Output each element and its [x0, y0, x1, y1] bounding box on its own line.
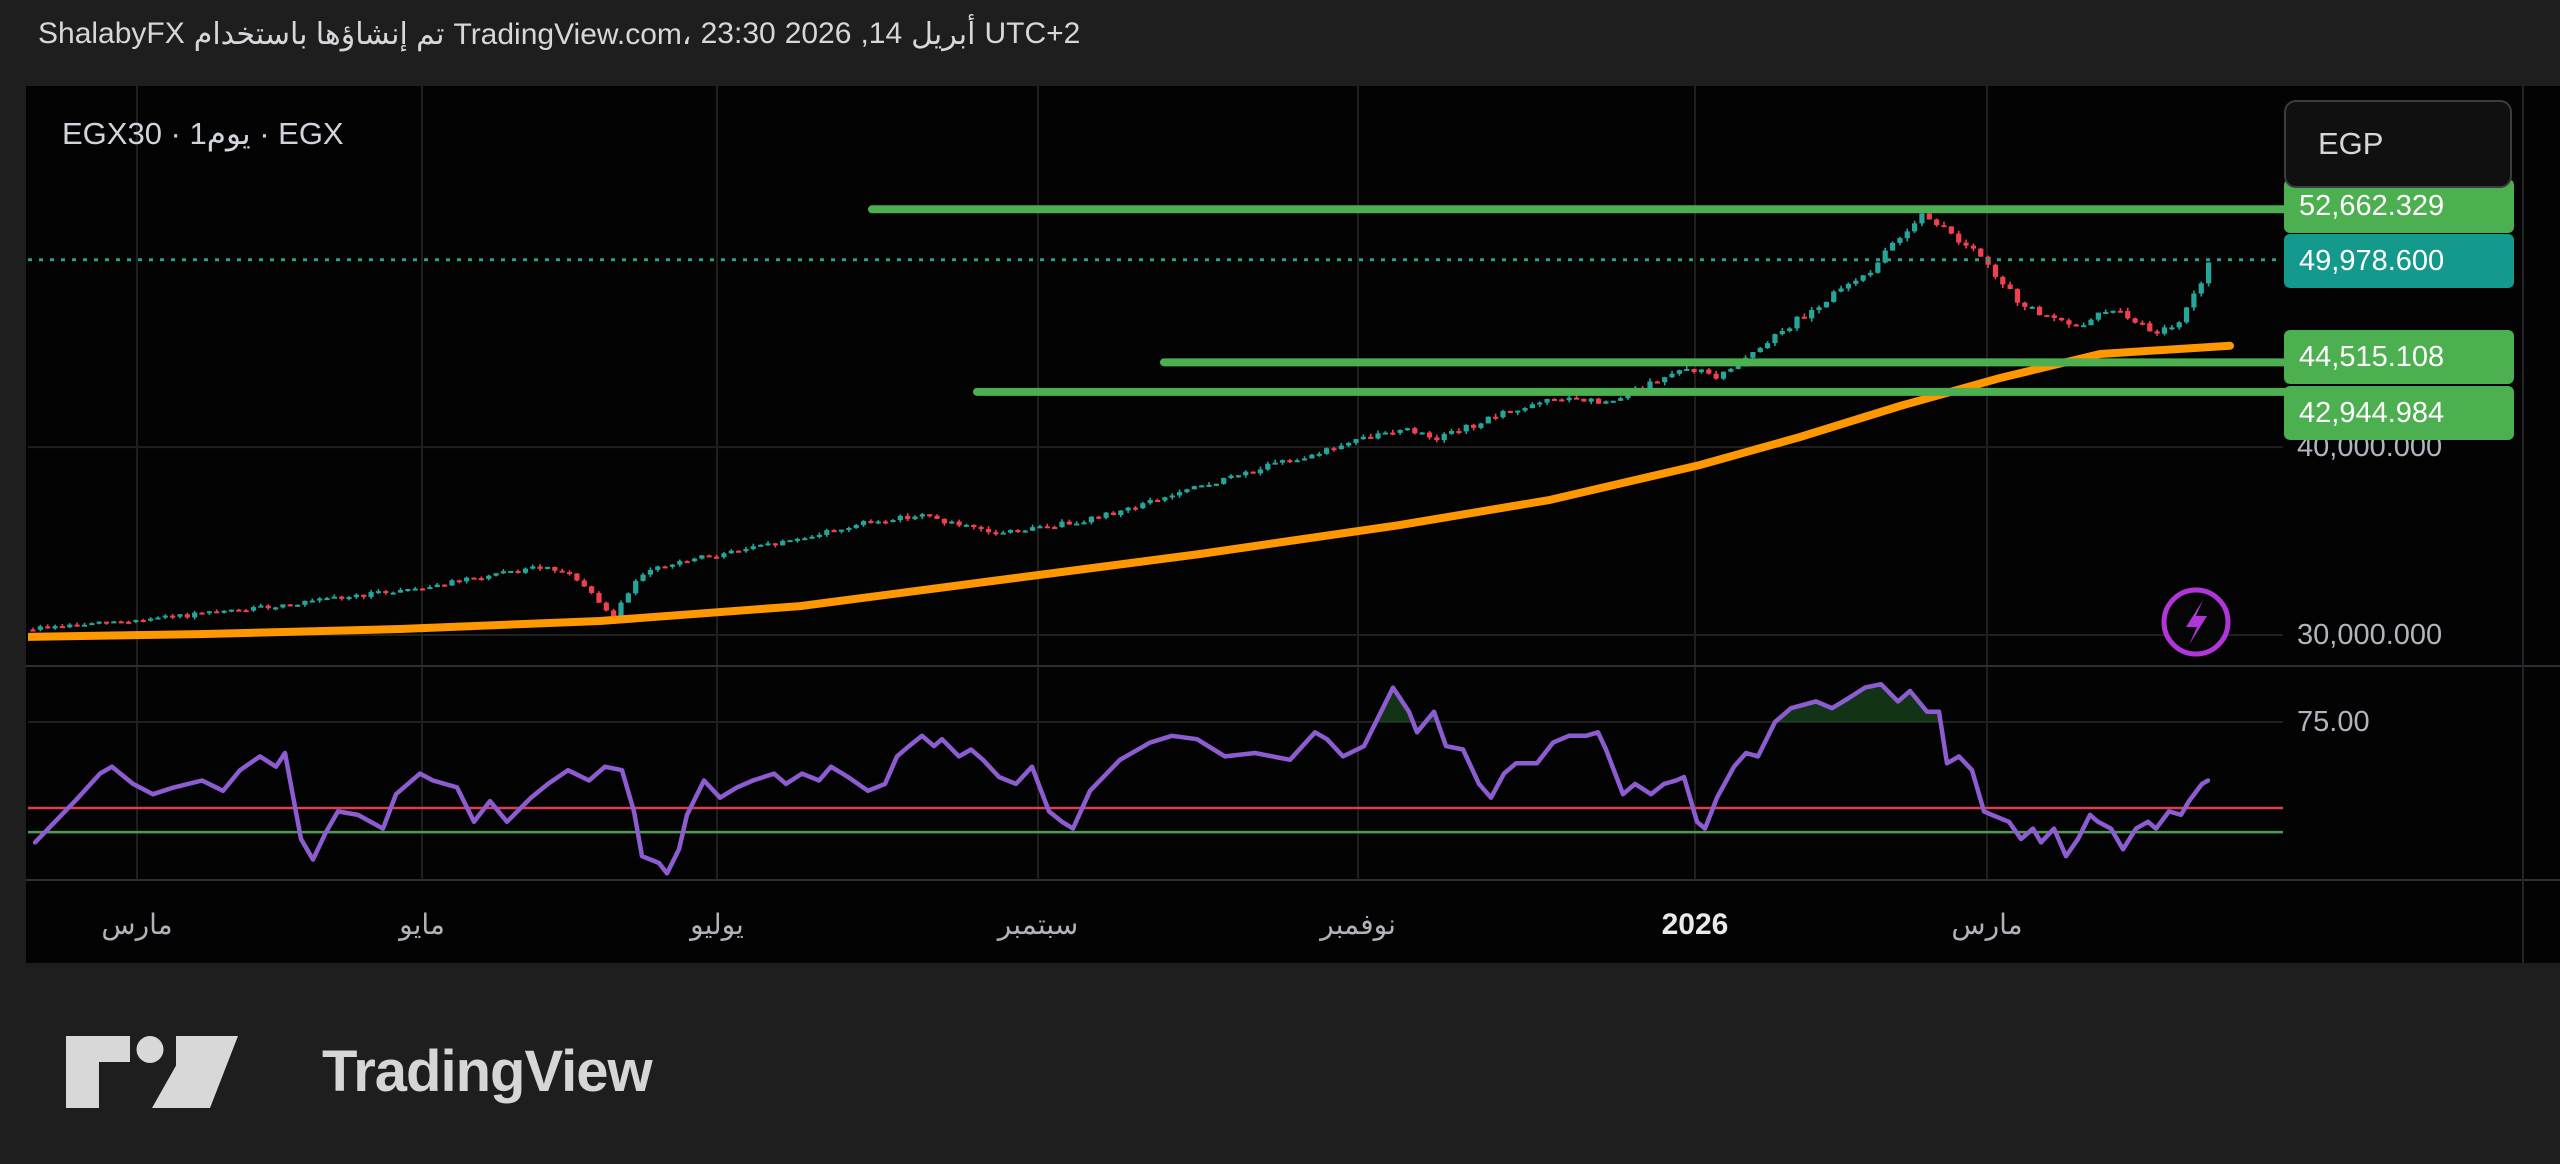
attribution-month-ar: أبريل: [911, 17, 976, 51]
currency-label: EGP: [2318, 126, 2384, 161]
symbol-name: EGX30 · 1: [62, 116, 207, 151]
time-label-nov: نوفمبر: [1320, 909, 1396, 940]
attribution-time: 23:30: [700, 17, 776, 50]
time-label-mar: مارس: [101, 909, 173, 940]
flash-icon[interactable]: [2161, 587, 2231, 657]
header-attribution: ShalabyFX تم إنشاؤها باستخدام TradingVie…: [38, 14, 1080, 54]
symbol-title[interactable]: EGX30 · 1 يوم · EGX: [62, 116, 344, 152]
price-level-label-lower: 42,944.984: [2284, 385, 2514, 440]
attribution-text-ar: تم إنشاؤها باستخدام: [193, 17, 445, 51]
time-label-sep: سبتمبر: [997, 909, 1079, 940]
attribution-day: ,14: [860, 17, 903, 50]
symbol-interval-ar: يوم: [206, 116, 251, 151]
brand-text: TradingView: [322, 1039, 653, 1104]
price-level-label-mid: 44,515.108: [2284, 330, 2514, 385]
watermark-author: ShalabyFX: [38, 17, 185, 50]
time-label-mar2: مارس: [1951, 909, 2023, 940]
tradingview-logo-icon: [66, 1036, 238, 1108]
tradingview-logo: TradingView: [64, 1032, 653, 1112]
chart-area[interactable]: [26, 86, 2560, 963]
axis-tick-30000: 30,000.000: [2297, 619, 2443, 651]
attribution-utc: UTC+2: [984, 17, 1081, 50]
chart-canvas[interactable]: [26, 86, 2560, 963]
rsi-axis-tick-75: 75.00: [2297, 706, 2370, 738]
currency-button[interactable]: EGP: [2284, 100, 2512, 188]
time-label-2026: 2026: [1661, 908, 1729, 941]
attribution-year: 2026: [784, 17, 852, 50]
attribution-site: TradingView.com،: [453, 17, 692, 51]
symbol-exchange: · EGX: [250, 116, 344, 151]
price-level-label-upper: 52,662.329: [2284, 179, 2514, 234]
time-label-jul: يوليو: [690, 909, 744, 940]
last-price-label: 49,978.600: [2284, 233, 2514, 288]
time-label-may: مايو: [399, 909, 445, 940]
